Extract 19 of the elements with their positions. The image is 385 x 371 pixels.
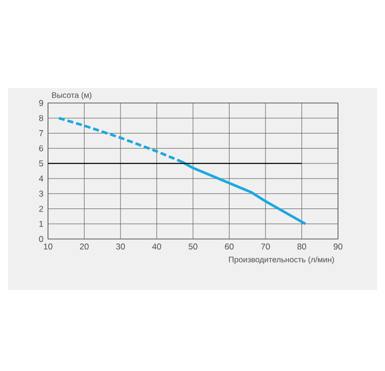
- x-tick-label: 60: [224, 244, 234, 250]
- y-tick-label: 8: [39, 115, 44, 122]
- x-tick-label: 10: [44, 244, 52, 250]
- y-tick-label: 5: [39, 160, 44, 166]
- x-tick-label: 50: [188, 244, 198, 250]
- y-tick-label: 3: [39, 190, 44, 197]
- y-tick-label: 7: [39, 130, 44, 136]
- y-tick-label: 6: [39, 145, 44, 152]
- x-tick-label: 80: [297, 244, 306, 250]
- x-tick-label: 20: [80, 244, 89, 250]
- y-tick-label: 4: [38, 176, 44, 182]
- x-tick-label: 70: [261, 244, 270, 250]
- x-tick-label: 30: [116, 244, 125, 250]
- x-tick-label: 90: [334, 244, 342, 250]
- x-tick-label: 40: [152, 244, 162, 250]
- y-tick-label: 9: [39, 100, 44, 106]
- y-tick-label: 2: [39, 206, 44, 212]
- y-tick-label: 0: [39, 236, 44, 242]
- y-tick-label: 1: [39, 220, 44, 227]
